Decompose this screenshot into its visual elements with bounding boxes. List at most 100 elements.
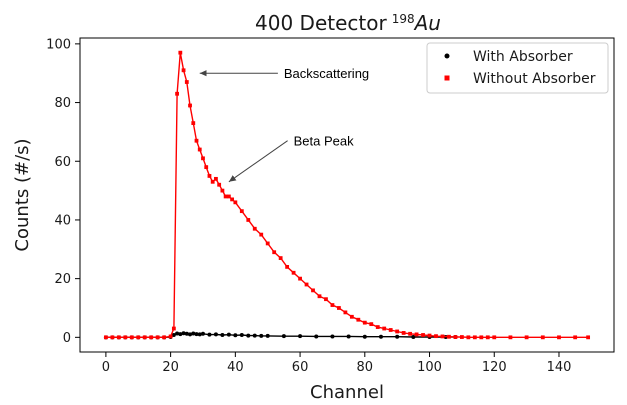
data-point: [508, 335, 513, 340]
data-point: [369, 322, 374, 327]
data-point: [191, 121, 196, 126]
data-point: [201, 156, 205, 161]
data-point: [311, 288, 315, 293]
data-point: [136, 335, 141, 340]
data-point: [447, 334, 451, 339]
data-point: [540, 335, 545, 340]
legend-marker-without-absorber: [444, 75, 450, 81]
x-tick-label: 20: [162, 360, 179, 375]
data-point: [239, 332, 244, 337]
data-point: [220, 188, 225, 193]
data-point: [440, 334, 445, 339]
data-point: [175, 91, 179, 96]
data-point: [207, 332, 212, 337]
legend: With Absorber Without Absorber: [426, 42, 609, 94]
data-point: [233, 200, 238, 205]
y-tick-label: 40: [54, 213, 71, 228]
data-point: [103, 335, 108, 340]
data-point: [171, 326, 176, 331]
data-point: [298, 334, 303, 339]
data-point: [524, 335, 529, 340]
data-point: [314, 334, 319, 339]
data-point: [116, 335, 121, 340]
data-point: [346, 334, 351, 339]
data-point: [230, 197, 235, 202]
data-point: [110, 335, 115, 340]
annotation-arrow: [228, 140, 288, 183]
data-point: [265, 241, 270, 246]
data-point: [395, 329, 400, 334]
x-axis-label: Channel: [310, 382, 384, 403]
data-point: [421, 333, 425, 337]
data-point: [178, 332, 183, 337]
data-point: [223, 194, 228, 199]
data-point: [324, 297, 328, 302]
annotations: Backscattering Beta Peak: [199, 66, 369, 183]
data-point: [191, 331, 196, 336]
y-tick-label: 100: [46, 37, 71, 52]
data-point: [362, 334, 367, 339]
data-point: [466, 335, 471, 340]
data-point: [330, 334, 335, 339]
data-point: [259, 232, 264, 237]
data-point: [246, 333, 251, 338]
data-point: [411, 335, 416, 340]
legend-label-with-absorber: With Absorber: [473, 49, 573, 65]
data-point: [586, 335, 591, 340]
data-point: [188, 103, 192, 108]
x-tick-label: 80: [357, 360, 374, 375]
chart-title-isotope-mass: 198: [392, 12, 415, 26]
x-tick-label: 60: [292, 360, 309, 375]
data-point: [149, 335, 154, 340]
annotation-label: Beta Peak: [294, 134, 354, 149]
data-point: [317, 294, 322, 299]
data-point: [356, 317, 361, 322]
data-point: [162, 335, 167, 340]
data-point: [252, 333, 257, 338]
data-point: [175, 331, 180, 336]
y-tick-label: 0: [63, 331, 71, 346]
x-tick-label: 120: [482, 360, 507, 375]
data-point: [492, 335, 497, 340]
data-point: [246, 218, 251, 222]
data-point: [204, 165, 209, 170]
data-point: [427, 333, 432, 338]
data-point: [123, 335, 128, 340]
data-point: [408, 331, 413, 336]
data-point: [194, 138, 199, 143]
data-point: [285, 264, 290, 269]
data-point: [226, 194, 231, 199]
y-tick-label: 80: [54, 96, 71, 111]
y-tick-label: 20: [54, 272, 71, 287]
data-point: [304, 282, 309, 287]
data-point: [181, 331, 186, 336]
data-point: [414, 332, 419, 337]
series-1: [103, 50, 591, 340]
chart-title-main: 400 Detector: [255, 11, 387, 35]
chart-title: 400 Detector 198Au: [255, 11, 441, 35]
data-series: [103, 50, 591, 340]
data-point: [217, 182, 222, 187]
legend-marker-with-absorber: [444, 53, 450, 59]
annotation-label: Backscattering: [284, 66, 369, 81]
data-point: [485, 335, 490, 340]
data-point: [210, 179, 215, 184]
data-point: [252, 226, 257, 231]
data-point: [349, 314, 354, 319]
data-point: [168, 334, 173, 339]
data-point: [184, 80, 189, 84]
data-point: [278, 256, 283, 260]
data-point: [375, 325, 380, 329]
data-point: [142, 335, 147, 340]
data-point: [472, 335, 477, 340]
legend-label-without-absorber: Without Absorber: [473, 71, 596, 87]
plot-area: [79, 37, 615, 353]
data-point: [459, 335, 464, 339]
data-point: [197, 332, 202, 337]
data-point: [557, 335, 561, 340]
axis-ticks: 0 20 40 60 80 100 120 140 0 20 40 60 80 100: [46, 37, 571, 375]
data-point: [382, 326, 387, 331]
data-point: [272, 250, 277, 255]
data-point: [220, 332, 225, 337]
